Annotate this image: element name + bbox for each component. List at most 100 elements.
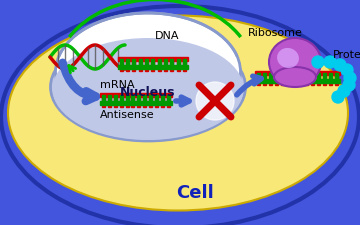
- Bar: [164, 60, 167, 66]
- Bar: [293, 74, 296, 80]
- Ellipse shape: [55, 14, 240, 131]
- Text: mRNA: mRNA: [100, 80, 135, 90]
- Bar: [311, 74, 314, 80]
- Circle shape: [341, 65, 353, 77]
- Bar: [126, 60, 129, 66]
- Bar: [120, 96, 122, 101]
- Bar: [162, 96, 165, 101]
- Bar: [287, 74, 290, 80]
- Ellipse shape: [53, 39, 243, 140]
- Bar: [131, 96, 135, 101]
- Bar: [293, 76, 296, 86]
- Bar: [100, 101, 172, 106]
- Bar: [118, 58, 188, 62]
- Ellipse shape: [50, 34, 246, 141]
- Circle shape: [344, 73, 356, 85]
- Bar: [138, 98, 140, 108]
- Bar: [162, 98, 165, 108]
- Bar: [255, 72, 340, 76]
- Bar: [158, 60, 161, 66]
- Bar: [126, 62, 129, 72]
- Bar: [156, 98, 158, 108]
- Bar: [317, 74, 320, 80]
- Bar: [139, 62, 142, 72]
- Bar: [329, 74, 332, 80]
- Bar: [164, 62, 167, 72]
- Bar: [281, 74, 284, 80]
- Bar: [177, 62, 180, 72]
- Bar: [281, 76, 284, 86]
- Circle shape: [343, 80, 355, 92]
- Bar: [138, 96, 140, 101]
- Bar: [108, 98, 111, 108]
- Ellipse shape: [274, 68, 316, 88]
- Bar: [275, 76, 278, 86]
- Bar: [120, 60, 123, 66]
- Bar: [132, 62, 135, 72]
- Bar: [262, 74, 266, 80]
- Ellipse shape: [277, 49, 299, 69]
- Circle shape: [334, 60, 346, 72]
- Bar: [167, 96, 171, 101]
- Bar: [118, 66, 188, 70]
- Circle shape: [324, 57, 336, 69]
- Circle shape: [312, 57, 324, 69]
- Bar: [305, 74, 308, 80]
- Bar: [257, 76, 260, 86]
- Text: DNA: DNA: [155, 31, 180, 41]
- Bar: [317, 76, 320, 86]
- Bar: [299, 76, 302, 86]
- Bar: [336, 74, 338, 80]
- Bar: [299, 74, 302, 80]
- Ellipse shape: [269, 39, 321, 87]
- Bar: [156, 96, 158, 101]
- Bar: [183, 60, 186, 66]
- Bar: [120, 98, 122, 108]
- Circle shape: [332, 92, 344, 104]
- Bar: [145, 62, 148, 72]
- Bar: [108, 96, 111, 101]
- Bar: [132, 60, 135, 66]
- Text: Antisense: Antisense: [100, 110, 155, 119]
- Bar: [311, 76, 314, 86]
- Text: Cell: Cell: [176, 183, 214, 201]
- Bar: [131, 98, 135, 108]
- Bar: [336, 76, 338, 86]
- Bar: [262, 76, 266, 86]
- Ellipse shape: [8, 16, 348, 211]
- Text: Nucleus: Nucleus: [120, 86, 176, 99]
- Bar: [102, 96, 104, 101]
- Bar: [329, 76, 332, 86]
- Bar: [257, 74, 260, 80]
- Bar: [275, 74, 278, 80]
- Bar: [269, 74, 272, 80]
- Bar: [126, 98, 129, 108]
- Bar: [152, 62, 154, 72]
- Bar: [149, 96, 153, 101]
- Bar: [144, 96, 147, 101]
- Bar: [100, 94, 172, 98]
- Bar: [323, 76, 326, 86]
- Ellipse shape: [1, 7, 359, 225]
- Bar: [102, 98, 104, 108]
- Bar: [113, 98, 117, 108]
- Bar: [145, 60, 148, 66]
- Bar: [113, 96, 117, 101]
- Bar: [305, 76, 308, 86]
- Bar: [171, 60, 174, 66]
- Bar: [120, 62, 123, 72]
- Bar: [139, 60, 142, 66]
- Bar: [255, 80, 340, 84]
- Bar: [287, 76, 290, 86]
- Bar: [269, 76, 272, 86]
- Text: Ribosome: Ribosome: [248, 28, 302, 38]
- Bar: [152, 60, 154, 66]
- Bar: [126, 96, 129, 101]
- Bar: [177, 60, 180, 66]
- Bar: [323, 74, 326, 80]
- Bar: [144, 98, 147, 108]
- Bar: [171, 62, 174, 72]
- Text: Proteins: Proteins: [333, 50, 360, 60]
- Bar: [149, 98, 153, 108]
- Circle shape: [196, 83, 234, 120]
